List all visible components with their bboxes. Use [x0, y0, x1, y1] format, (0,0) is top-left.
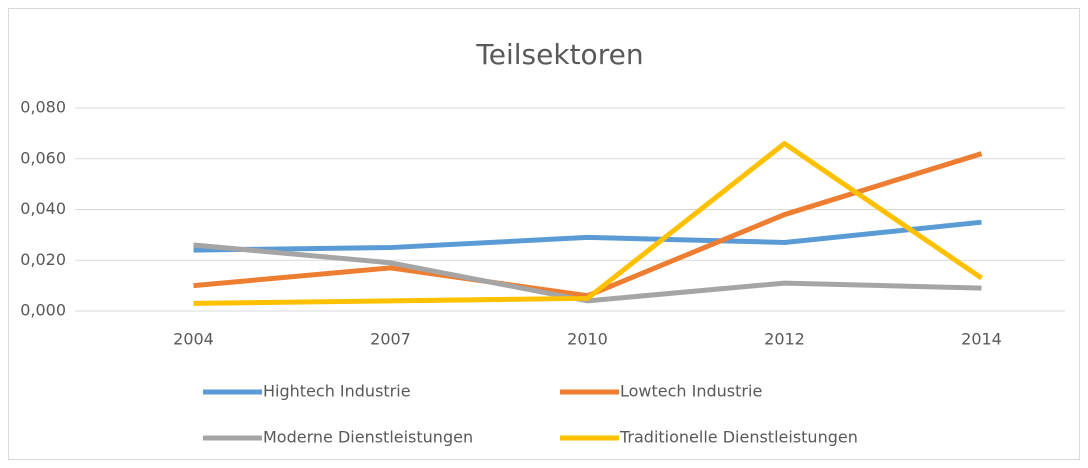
- y-tick-label: 0,020: [20, 250, 66, 269]
- y-tick-label: 0,080: [20, 98, 66, 117]
- x-tick-label: 2012: [764, 330, 805, 349]
- x-tick-label: 2014: [961, 330, 1002, 349]
- x-tick-label: 2010: [567, 330, 608, 349]
- y-tick-label: 0,060: [20, 148, 66, 167]
- legend-label: Hightech Industrie: [263, 382, 411, 401]
- series-line: [193, 242, 982, 304]
- legend-label: Lowtech Industrie: [620, 382, 762, 401]
- x-tick-label: 2007: [370, 330, 411, 349]
- series-line: [193, 219, 982, 253]
- legend-label: Moderne Dienstleistungen: [263, 428, 473, 447]
- x-tick-label: 2004: [173, 330, 214, 349]
- y-tick-label: 0,040: [20, 199, 66, 218]
- chart-border: [8, 8, 1080, 460]
- legend-label: Traditionelle Dienstleistungen: [619, 428, 858, 447]
- series-line: [193, 141, 983, 306]
- y-tick-label: 0,000: [20, 301, 66, 320]
- chart-title: Teilsektoren: [475, 38, 643, 71]
